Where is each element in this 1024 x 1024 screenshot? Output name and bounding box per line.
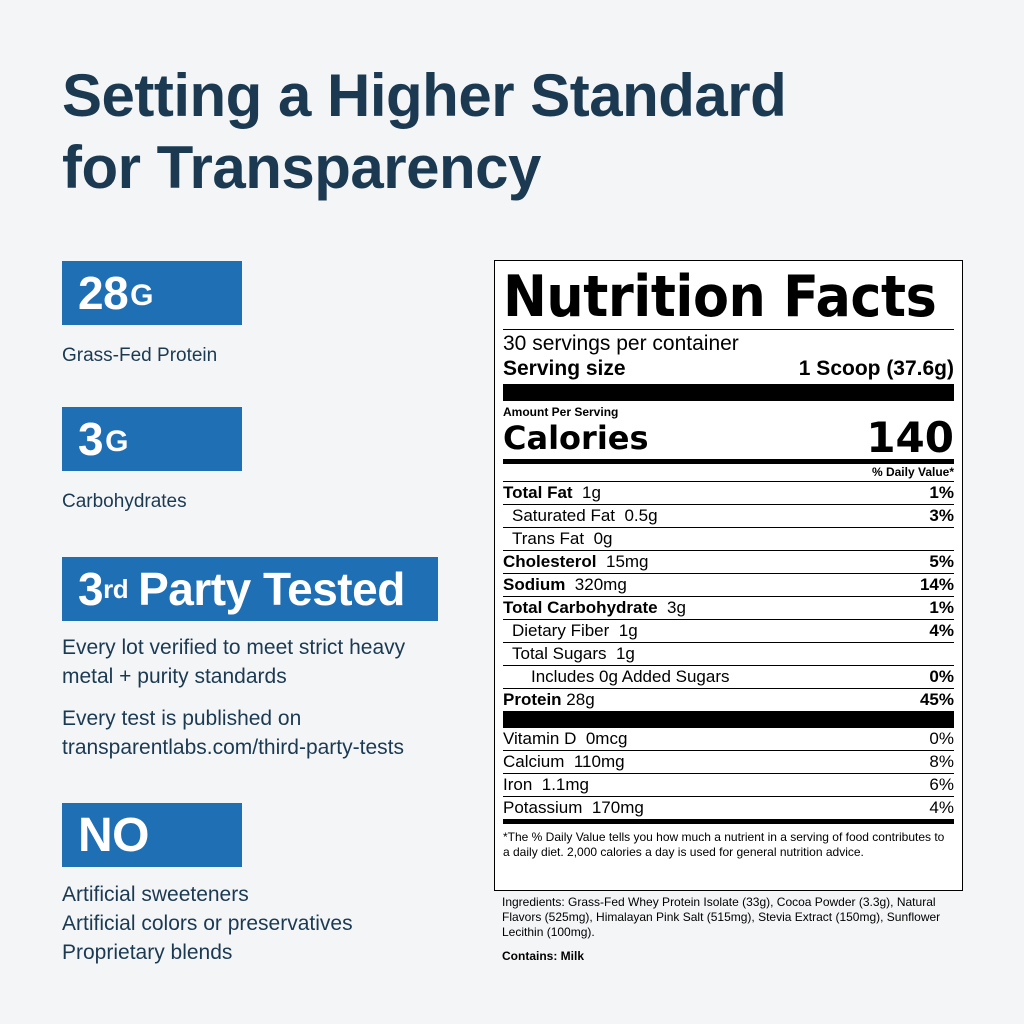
nutrient-row: Total Carbohydrate 3g 1% bbox=[503, 596, 954, 619]
vitamin-row: Potassium 170mg 4% bbox=[503, 796, 954, 819]
nutrient-row: Saturated Fat 0.5g 3% bbox=[503, 504, 954, 527]
vitamin-name: Iron bbox=[503, 775, 533, 794]
calories-label: Calories bbox=[503, 419, 649, 457]
carb-unit: G bbox=[105, 425, 128, 458]
nutrition-facts-panel: Nutrition Facts 30 servings per containe… bbox=[494, 260, 963, 891]
carb-value: 3 bbox=[78, 413, 104, 465]
nutrient-pct: 0% bbox=[929, 667, 954, 686]
nutrient-row: Includes 0g Added Sugars 0% bbox=[503, 665, 954, 688]
serving-size-label: Serving size bbox=[503, 357, 626, 380]
nutrient-pct: 3% bbox=[929, 506, 954, 525]
nutrient-name: Includes 0g Added Sugars bbox=[531, 667, 730, 686]
vitamin-amount: 0mcg bbox=[585, 729, 628, 748]
serving-size-row: Serving size 1 Scoop (37.6g) bbox=[503, 356, 954, 384]
nutrient-amount: 0g bbox=[593, 529, 613, 548]
nutrient-row: Dietary Fiber 1g 4% bbox=[503, 619, 954, 642]
page-title: Setting a Higher Standard for Transparen… bbox=[62, 60, 787, 204]
vitamin-name: Calcium bbox=[503, 752, 565, 771]
nutrient-row: Cholesterol 15mg 5% bbox=[503, 550, 954, 573]
protein-value: 28 bbox=[78, 267, 129, 319]
nutrient-row: Trans Fat 0g bbox=[503, 527, 954, 550]
nutrient-name: Total Carbohydrate bbox=[503, 598, 658, 617]
nutrient-pct: 45% bbox=[919, 690, 954, 709]
title-line-2: for Transparency bbox=[62, 134, 541, 201]
nutrient-row: Total Sugars 1g bbox=[503, 642, 954, 665]
servings-per-container: 30 servings per container bbox=[503, 332, 739, 355]
protein-stat: 28 G Grass-Fed Protein bbox=[62, 261, 242, 370]
daily-value-header: % Daily Value* bbox=[871, 465, 954, 479]
allergen-contains: Contains: Milk bbox=[502, 949, 585, 963]
nutrient-pct: 5% bbox=[929, 552, 954, 571]
nutrient-amount: 3g bbox=[667, 598, 686, 617]
vitamin-pct: 0% bbox=[929, 729, 954, 748]
nutrient-row: Protein 28g 45% bbox=[503, 688, 954, 711]
calories-value: 140 bbox=[866, 413, 954, 462]
no-stat: NO Artificial sweeteners Artificial colo… bbox=[62, 803, 353, 967]
nutrient-amount: 1g bbox=[618, 621, 638, 640]
vitamin-amount: 1.1mg bbox=[541, 775, 589, 794]
ingredients-text: Ingredients: Grass-Fed Whey Protein Isol… bbox=[502, 895, 941, 939]
tested-desc-1: Every lot verified to meet strict heavy … bbox=[62, 636, 406, 688]
nutrient-name: Total Fat bbox=[503, 483, 573, 502]
protein-desc: Grass-Fed Protein bbox=[62, 345, 218, 366]
protein-badge: 28 G bbox=[62, 261, 242, 325]
nutrient-name: Sodium bbox=[503, 575, 566, 594]
vitamin-name: Potassium bbox=[503, 798, 583, 817]
nutrient-name: Trans Fat bbox=[512, 529, 585, 548]
nutrient-amount: 1g bbox=[582, 483, 601, 502]
nutrition-title: Nutrition Facts bbox=[503, 264, 937, 330]
tested-desc-2: Every test is published on transparentla… bbox=[62, 707, 404, 759]
vitamin-row: Iron 1.1mg 6% bbox=[503, 773, 954, 796]
calories-row: Calories 140 bbox=[503, 413, 954, 462]
no-badge: NO bbox=[62, 803, 242, 867]
nutrient-pct: 14% bbox=[919, 575, 954, 594]
no-item: Artificial sweeteners bbox=[62, 883, 249, 906]
carb-desc: Carbohydrates bbox=[62, 491, 187, 512]
nutrient-name: Protein bbox=[503, 690, 562, 709]
serving-size-value: 1 Scoop (37.6g) bbox=[798, 357, 954, 380]
vitamin-pct: 6% bbox=[929, 775, 954, 794]
no-item: Artificial colors or preservatives bbox=[62, 912, 353, 935]
nutrient-amount: 15mg bbox=[605, 552, 649, 571]
nutrient-amount: 0.5g bbox=[624, 506, 658, 525]
vitamin-row: Vitamin D 0mcg 0% bbox=[503, 728, 954, 750]
tested-ordinal-suffix: rd bbox=[103, 573, 129, 604]
nutrient-pct: 1% bbox=[929, 598, 954, 617]
nutrient-pct: 4% bbox=[929, 621, 954, 640]
daily-value-footnote: *The % Daily Value tells you how much a … bbox=[503, 830, 945, 859]
nutrient-name: Saturated Fat bbox=[512, 506, 616, 525]
nutrient-amount: 28g bbox=[566, 690, 595, 709]
nutrient-amount: 320mg bbox=[574, 575, 627, 594]
vitamin-row: Calcium 110mg 8% bbox=[503, 750, 954, 773]
title-line-1: Setting a Higher Standard bbox=[62, 62, 787, 129]
nutrient-row: Sodium 320mg 14% bbox=[503, 573, 954, 596]
nutrient-name: Dietary Fiber bbox=[512, 621, 610, 640]
no-item: Proprietary blends bbox=[62, 941, 233, 964]
tested-label: Party Tested bbox=[138, 563, 405, 615]
tested-desc: Every lot verified to meet strict heavy … bbox=[62, 633, 452, 762]
protein-unit: G bbox=[130, 279, 154, 312]
nutrient-name: Total Sugars bbox=[512, 644, 607, 663]
nutrient-name: Cholesterol bbox=[503, 552, 597, 571]
vitamin-pct: 8% bbox=[929, 752, 954, 771]
nutrient-amount: 1g bbox=[615, 644, 635, 663]
no-list: Artificial sweeteners Artificial colors … bbox=[62, 880, 353, 967]
vitamin-name: Vitamin D bbox=[503, 729, 577, 748]
nutrient-pct: 1% bbox=[929, 483, 954, 502]
tested-ordinal: 3 bbox=[78, 563, 104, 615]
vitamin-amount: 110mg bbox=[573, 752, 625, 771]
nutrient-row: Total Fat 1g 1% bbox=[503, 481, 954, 504]
vitamin-amount: 170mg bbox=[591, 798, 644, 817]
amount-per-serving: Amount Per Serving bbox=[503, 405, 619, 419]
vitamin-pct: 4% bbox=[929, 798, 954, 817]
